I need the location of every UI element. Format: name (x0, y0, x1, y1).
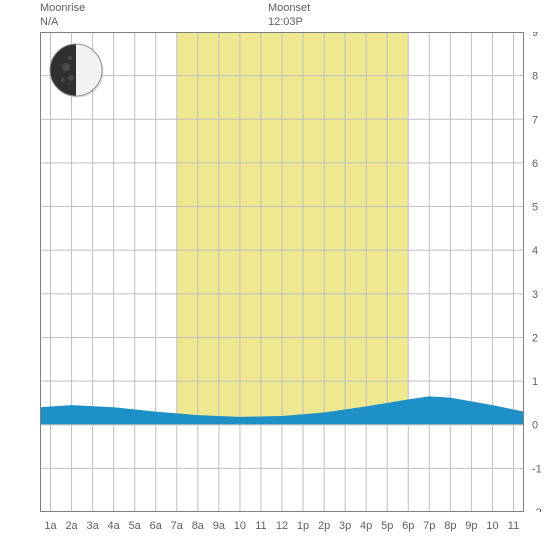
svg-text:9a: 9a (213, 520, 226, 532)
svg-text:-1: -1 (532, 463, 542, 475)
svg-text:5p: 5p (381, 520, 393, 532)
svg-text:3: 3 (532, 289, 538, 301)
svg-text:8p: 8p (444, 520, 456, 532)
moonset-label: Moonset (268, 2, 310, 16)
svg-text:6p: 6p (402, 520, 414, 532)
svg-text:6a: 6a (150, 520, 163, 532)
svg-text:2a: 2a (65, 520, 78, 532)
svg-text:2p: 2p (318, 520, 330, 532)
svg-text:5: 5 (532, 202, 538, 214)
moon-phase-icon (48, 42, 104, 98)
svg-text:7: 7 (532, 114, 538, 126)
svg-text:8: 8 (532, 71, 538, 83)
svg-text:4a: 4a (108, 520, 121, 532)
svg-text:3a: 3a (86, 520, 99, 532)
svg-text:9: 9 (532, 32, 538, 39)
svg-text:2: 2 (532, 332, 538, 344)
svg-text:6: 6 (532, 158, 538, 170)
svg-text:11: 11 (508, 520, 519, 532)
svg-text:9p: 9p (465, 520, 477, 532)
moonrise-group: Moonrise N/A (40, 2, 85, 30)
svg-text:11: 11 (255, 520, 266, 532)
svg-text:1: 1 (532, 376, 538, 388)
svg-text:12: 12 (276, 520, 288, 532)
svg-text:8a: 8a (192, 520, 205, 532)
moonset-value: 12:03P (268, 16, 310, 30)
svg-text:-2: -2 (532, 507, 542, 512)
svg-text:10: 10 (486, 520, 498, 532)
svg-text:7p: 7p (423, 520, 435, 532)
svg-text:3p: 3p (339, 520, 351, 532)
moonset-group: Moonset 12:03P (268, 2, 310, 30)
svg-text:5a: 5a (129, 520, 142, 532)
moonrise-label: Moonrise (40, 2, 85, 16)
svg-text:0: 0 (532, 420, 538, 432)
svg-text:1a: 1a (44, 520, 57, 532)
svg-text:10: 10 (234, 520, 246, 532)
svg-text:1p: 1p (297, 520, 309, 532)
moonrise-value: N/A (40, 16, 85, 30)
svg-text:7a: 7a (171, 520, 184, 532)
tide-chart: 1a2a3a4a5a6a7a8a9a1011121p2p3p4p5p6p7p8p… (40, 32, 524, 512)
svg-text:4p: 4p (360, 520, 372, 532)
svg-text:4: 4 (532, 245, 538, 257)
